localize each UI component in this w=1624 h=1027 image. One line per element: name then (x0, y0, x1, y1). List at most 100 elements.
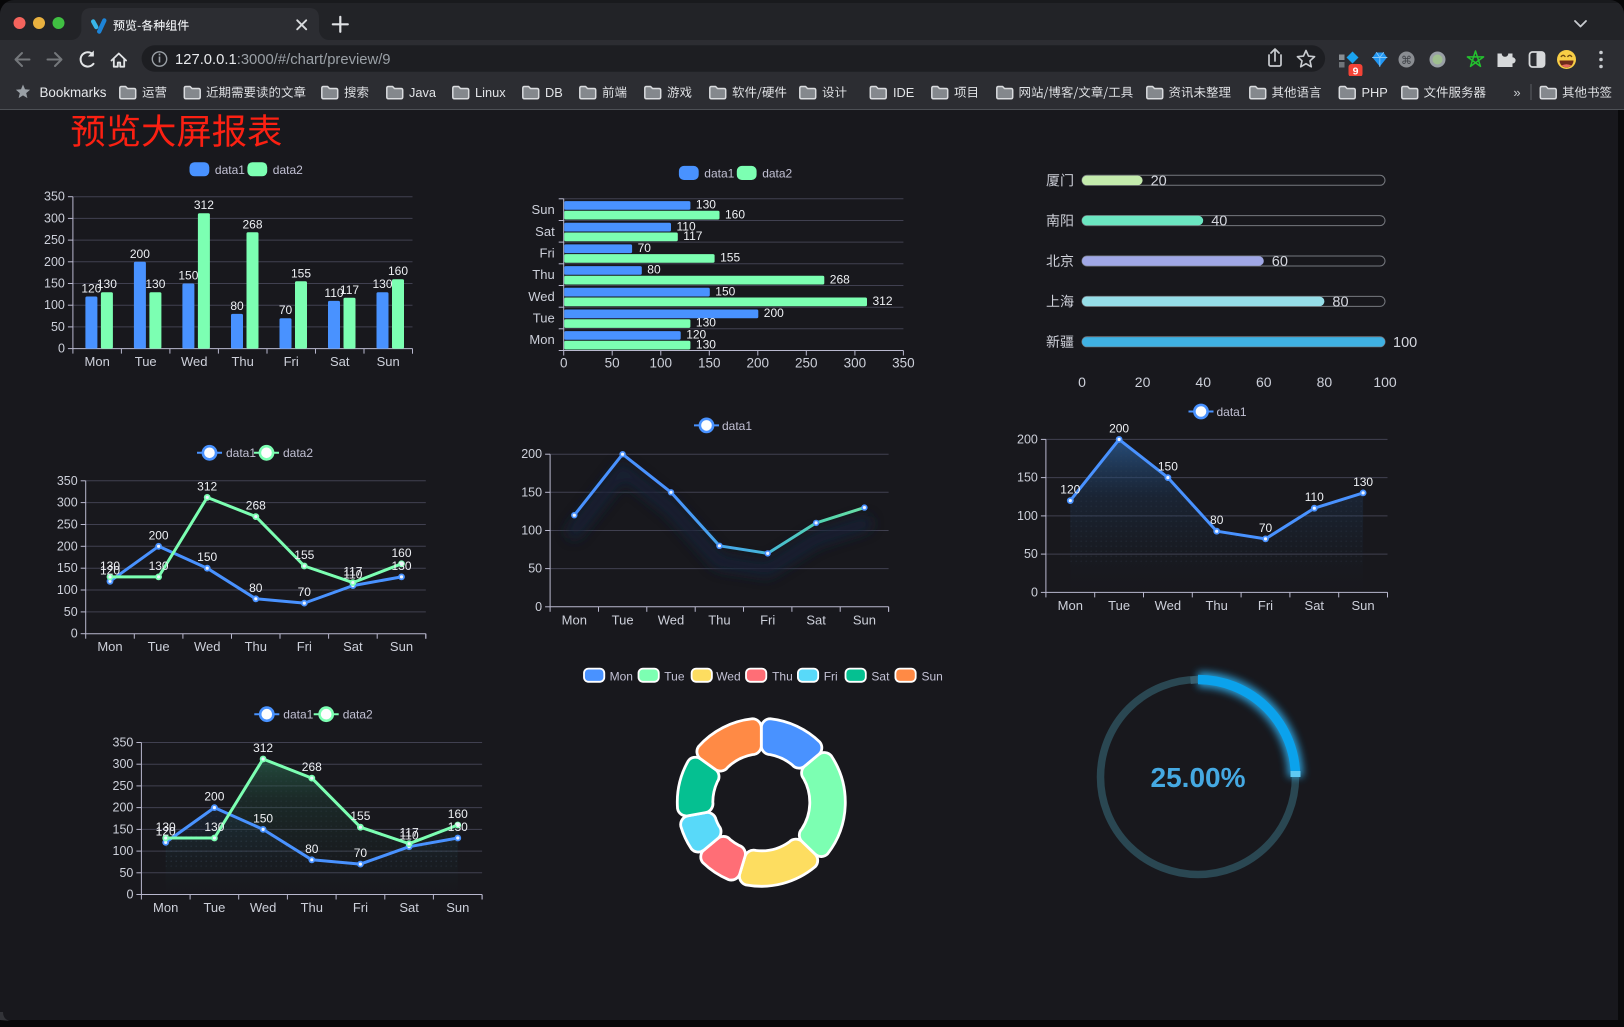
svg-text:Thu: Thu (772, 669, 793, 683)
svg-text:data2: data2 (343, 708, 373, 722)
svg-text:0: 0 (126, 888, 133, 902)
svg-text:110: 110 (400, 829, 419, 843)
svg-text:117: 117 (683, 229, 702, 243)
svg-text:110: 110 (1305, 490, 1324, 504)
svg-text:80: 80 (305, 842, 319, 856)
svg-text:200: 200 (521, 447, 542, 461)
svg-text:80: 80 (1332, 294, 1348, 310)
svg-text:Java: Java (409, 85, 437, 100)
svg-text:Wed: Wed (181, 354, 208, 369)
svg-text:data2: data2 (273, 163, 303, 177)
svg-text:Wed: Wed (250, 900, 277, 915)
svg-text:40: 40 (1211, 214, 1227, 230)
svg-text:0: 0 (58, 342, 65, 356)
svg-text:Fri: Fri (297, 639, 312, 654)
svg-text:Tue: Tue (612, 612, 634, 627)
svg-text:120: 120 (1060, 483, 1080, 497)
svg-text:100: 100 (1393, 335, 1417, 351)
svg-text:data2: data2 (283, 446, 313, 460)
svg-text:Wed: Wed (1155, 598, 1182, 613)
svg-text:100: 100 (113, 844, 134, 858)
svg-text:data1: data1 (215, 163, 245, 177)
svg-text:130: 130 (149, 559, 169, 573)
svg-text:110: 110 (343, 568, 362, 582)
svg-text:155: 155 (350, 809, 370, 823)
svg-text:80: 80 (230, 299, 244, 313)
svg-text:Sat: Sat (330, 354, 350, 369)
svg-text:50: 50 (51, 320, 65, 334)
svg-text:300: 300 (44, 211, 65, 225)
svg-text:110: 110 (324, 286, 343, 300)
svg-text:130: 130 (97, 277, 117, 291)
svg-text:Sat: Sat (399, 900, 419, 915)
svg-text:data1: data1 (722, 419, 752, 433)
svg-text:Mon: Mon (1058, 598, 1083, 613)
svg-text:Tue: Tue (1108, 598, 1130, 613)
svg-text:200: 200 (1109, 421, 1129, 435)
svg-text:PHP: PHP (1362, 85, 1388, 100)
svg-text:Sat: Sat (1305, 598, 1325, 613)
svg-text:Thu: Thu (245, 639, 267, 654)
svg-text:40: 40 (1195, 374, 1211, 390)
svg-text:Wed: Wed (658, 612, 685, 627)
svg-text:200: 200 (113, 801, 134, 815)
svg-text:100: 100 (1017, 509, 1038, 523)
svg-text:150: 150 (715, 284, 735, 298)
svg-text:350: 350 (892, 356, 915, 371)
svg-text:200: 200 (44, 255, 65, 269)
svg-text:150: 150 (1017, 471, 1038, 485)
svg-text:70: 70 (638, 241, 652, 255)
svg-text:Sat: Sat (343, 639, 363, 654)
svg-text:150: 150 (698, 356, 721, 371)
svg-text:data2: data2 (762, 167, 792, 181)
svg-text:20: 20 (1135, 374, 1151, 390)
svg-text:Mon: Mon (153, 900, 178, 915)
svg-text:Thu: Thu (1205, 598, 1227, 613)
svg-text:Bookmarks: Bookmarks (40, 85, 107, 100)
svg-text:Thu: Thu (532, 267, 554, 282)
svg-text:0: 0 (560, 356, 568, 371)
svg-text:130: 130 (156, 820, 176, 834)
svg-text:130: 130 (448, 820, 468, 834)
svg-text:155: 155 (720, 251, 740, 265)
svg-text:0: 0 (535, 600, 542, 614)
svg-text:data1: data1 (1217, 405, 1247, 419)
svg-text:117: 117 (340, 283, 359, 297)
svg-text:Fri: Fri (824, 669, 838, 683)
svg-text:312: 312 (873, 294, 893, 308)
svg-text:Sun: Sun (922, 669, 943, 683)
svg-text:80: 80 (1317, 374, 1333, 390)
svg-text:0: 0 (1031, 585, 1038, 599)
svg-text:50: 50 (119, 866, 133, 880)
svg-text:9: 9 (1353, 66, 1359, 78)
svg-text:Tue: Tue (533, 311, 555, 326)
svg-text:150: 150 (113, 822, 134, 836)
svg-text:160: 160 (448, 807, 468, 821)
svg-text:268: 268 (302, 760, 322, 774)
svg-text:⌘: ⌘ (1401, 55, 1412, 67)
svg-text:100: 100 (521, 524, 542, 538)
svg-text:Sun: Sun (446, 900, 469, 915)
svg-text:Sun: Sun (853, 612, 876, 627)
svg-text:50: 50 (528, 562, 542, 576)
svg-text:150: 150 (197, 550, 217, 564)
svg-text:Wed: Wed (194, 639, 221, 654)
svg-text:Fri: Fri (1258, 598, 1273, 613)
svg-text:70: 70 (279, 303, 293, 317)
svg-text:130: 130 (696, 198, 716, 212)
svg-text:50: 50 (64, 605, 78, 619)
svg-text:300: 300 (844, 356, 867, 371)
svg-text:Sun: Sun (377, 354, 400, 369)
svg-text:268: 268 (830, 272, 850, 286)
svg-text:Tue: Tue (135, 354, 157, 369)
svg-text:Thu: Thu (301, 900, 323, 915)
svg-text:110: 110 (677, 219, 696, 233)
svg-text:200: 200 (1017, 432, 1038, 446)
svg-text:250: 250 (57, 518, 78, 532)
svg-text:120: 120 (156, 824, 176, 838)
svg-text:200: 200 (57, 539, 78, 553)
svg-text:Tue: Tue (148, 639, 170, 654)
svg-text:Sun: Sun (390, 639, 413, 654)
svg-text:155: 155 (291, 266, 311, 280)
svg-text:Sat: Sat (806, 612, 826, 627)
